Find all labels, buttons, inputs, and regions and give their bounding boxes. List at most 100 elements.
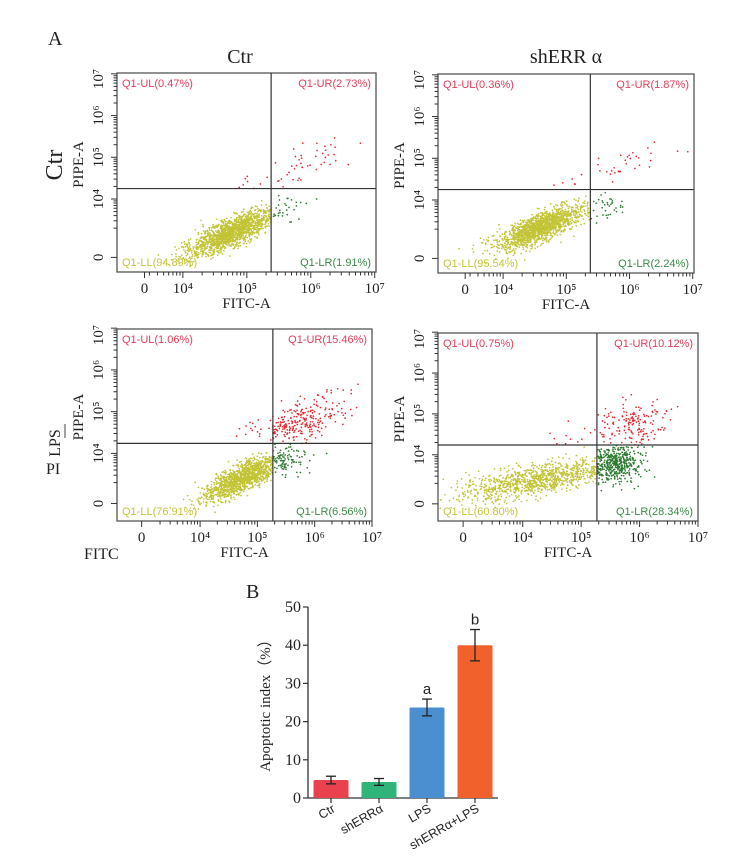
event-dot-lr — [601, 200, 604, 202]
event-dot-ll — [209, 237, 212, 239]
event-dot-ll — [552, 230, 555, 232]
event-dot-ll — [222, 494, 224, 497]
event-dot-ll — [258, 216, 261, 219]
event-dot-ll — [239, 491, 242, 494]
event-dot-ll — [216, 243, 219, 246]
event-dot-ll — [221, 487, 224, 490]
event-dot-lr — [287, 197, 289, 200]
event-dot-ll — [541, 231, 544, 233]
event-dot-ll — [246, 218, 249, 220]
event-dot-ur — [635, 155, 638, 158]
event-dot-ll — [548, 228, 550, 231]
event-dot-ll — [244, 487, 246, 489]
event-dot-ll — [208, 498, 210, 500]
event-dot-ll — [511, 249, 514, 252]
event-dot-ll — [262, 216, 265, 219]
event-dot-ll — [527, 237, 530, 239]
event-dot-ll — [240, 211, 243, 214]
event-dot-ur — [336, 404, 338, 407]
event-dot-ur — [613, 166, 616, 169]
event-dot-ur — [626, 156, 629, 158]
y-tick-label: 10⁷ — [412, 70, 428, 90]
event-dot-ll — [211, 237, 214, 239]
event-dot-ul — [259, 183, 262, 185]
event-dot-ur — [330, 389, 333, 392]
event-dot-ur — [288, 171, 290, 174]
event-dot-ll — [218, 252, 220, 254]
event-dot-ll — [238, 480, 241, 482]
event-dot-ll — [507, 247, 509, 250]
event-dot-ur — [320, 434, 323, 437]
event-dot-ll — [568, 205, 571, 208]
event-dot-ll — [551, 209, 554, 212]
event-dot-ll — [178, 262, 181, 265]
event-dot-ur — [296, 412, 299, 415]
event-dot-ll — [228, 243, 231, 246]
event-dot-ur — [309, 420, 312, 423]
event-dot-ll — [575, 204, 577, 207]
event-dot-ll — [249, 209, 251, 212]
event-dot-ll — [230, 496, 232, 499]
event-dot-ll — [222, 491, 225, 494]
event-dot-ur — [276, 429, 278, 432]
event-dot-ur — [306, 424, 309, 427]
event-dot-ll — [504, 244, 506, 247]
event-dot-ll — [237, 245, 240, 247]
event-dot-lr — [305, 202, 308, 205]
event-dot-ll — [482, 252, 484, 255]
event-dot-ll — [238, 242, 240, 245]
event-dot-ll — [226, 237, 228, 240]
event-dot-ll — [207, 492, 210, 495]
event-dot-ll — [577, 200, 579, 203]
event-dot-ll — [262, 219, 264, 221]
event-dot-ll — [238, 468, 241, 470]
event-dot-ll — [542, 237, 545, 239]
event-dot-ll — [258, 477, 261, 479]
event-dot-lr — [283, 465, 286, 468]
event-dot-ll — [180, 241, 183, 244]
event-dot-ll — [219, 219, 222, 222]
event-dot-ll — [571, 210, 573, 213]
event-dot-ll — [563, 228, 566, 231]
event-dot-lr — [602, 201, 604, 204]
event-dot-ll — [192, 247, 195, 250]
event-dot-lr — [308, 459, 311, 462]
event-dot-ll — [523, 234, 526, 237]
event-dot-ll — [559, 212, 562, 215]
event-dot-ll — [226, 232, 229, 234]
event-dot-ll — [531, 213, 534, 216]
event-dot-lr — [290, 448, 293, 451]
event-dot-ll — [487, 240, 489, 243]
event-dot-ll — [265, 221, 267, 224]
event-dot-ll — [244, 224, 246, 227]
event-dot-ll — [270, 479, 272, 482]
event-dot-ll — [204, 242, 207, 244]
event-dot-ll — [201, 245, 204, 248]
event-dot-ll — [220, 477, 222, 480]
event-dot-ll — [245, 222, 248, 224]
event-dot-ll — [225, 471, 228, 473]
event-dot-ur — [299, 429, 301, 432]
event-dot-ll — [514, 229, 516, 231]
event-dot-ll — [246, 227, 249, 230]
event-dot-ll — [200, 496, 203, 499]
event-dot-ll — [208, 235, 211, 238]
event-dot-ur — [283, 420, 285, 423]
event-dot-ll — [545, 213, 548, 216]
event-dot-ll — [556, 211, 559, 214]
event-dot-ll — [220, 226, 222, 229]
event-dot-ur — [286, 433, 288, 436]
event-dot-ll — [210, 229, 213, 232]
event-dot-ll — [270, 458, 273, 460]
event-dot-ur — [350, 389, 353, 391]
event-dot-ll — [566, 205, 569, 207]
event-dot-ll — [567, 224, 570, 226]
event-dot-ll — [542, 242, 545, 245]
event-dot-ll — [551, 236, 553, 238]
event-dot-ll — [215, 242, 217, 245]
event-dot-ll — [222, 475, 225, 478]
event-dot-ll — [517, 239, 520, 242]
event-dot-lr — [293, 208, 295, 211]
event-dot-ll — [532, 232, 535, 235]
event-dot-ll — [258, 221, 261, 223]
